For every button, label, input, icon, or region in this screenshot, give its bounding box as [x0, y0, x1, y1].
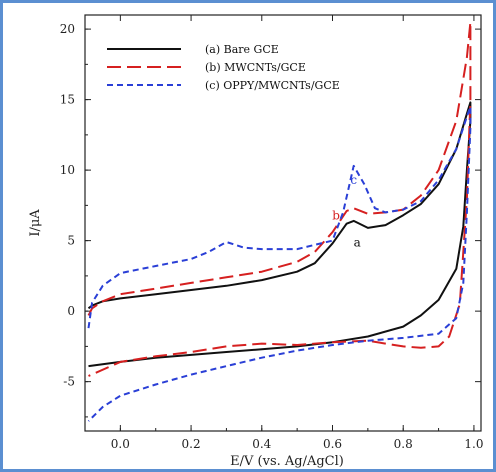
curve-label-b: b [332, 208, 340, 222]
cv-chart: 0.0 0.2 0.4 0.6 0.8 1.0 -5 0 5 10 15 20 E/V (vs. Ag/… [28, 14, 483, 469]
y-tick-label: -5 [63, 375, 75, 389]
y-axis-title: I/μA [28, 209, 43, 237]
x-tick-label: 0.8 [394, 437, 413, 451]
series-line-a [87, 101, 472, 368]
x-tick-label: 1.0 [464, 437, 483, 451]
series-line-c [87, 105, 472, 422]
curve-label-c: c [350, 173, 357, 187]
y-tick-label: 15 [60, 93, 75, 107]
series-line-b [87, 21, 472, 377]
curve-label-a: a [354, 235, 361, 249]
plot-area-frame [84, 14, 482, 432]
x-tick-label: 0.0 [111, 437, 130, 451]
y-tick-label: 5 [67, 234, 75, 248]
x-tick-label: 0.2 [182, 437, 201, 451]
legend-entry-c: (c) OPPY/MWCNTs/GCE [205, 79, 340, 92]
x-axis-title: E/V (vs. Ag/AgCl) [230, 454, 344, 469]
legend-entry-b: (b) MWCNTs/GCE [205, 61, 306, 74]
y-tick-label: 10 [60, 163, 75, 177]
y-tick-label: 0 [67, 304, 75, 318]
x-tick-label: 0.6 [323, 437, 342, 451]
y-tick-label: 20 [60, 22, 75, 36]
legend-entry-a: (a) Bare GCE [205, 43, 279, 56]
x-tick-label: 0.4 [252, 437, 271, 451]
